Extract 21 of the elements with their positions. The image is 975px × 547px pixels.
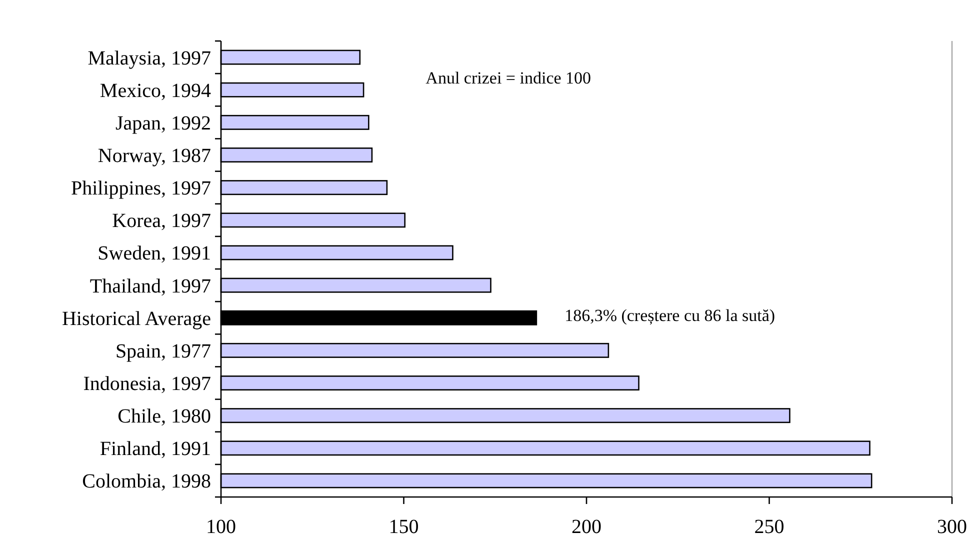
y-tick-label: Chile, 1980: [118, 406, 211, 428]
y-tick-label: Mexico, 1994: [100, 80, 211, 102]
y-tick-label: Indonesia, 1997: [83, 373, 211, 395]
x-tick-label: 150: [388, 516, 419, 538]
y-tick-label: Historical Average: [62, 308, 212, 330]
y-tick-label: Philippines, 1997: [70, 178, 211, 200]
y-tick-label: Thailand, 1997: [90, 275, 211, 298]
y-tick-label: Korea, 1997: [112, 210, 211, 232]
y-tick-label: Colombia, 1998: [82, 470, 211, 493]
x-tick-label: 300: [937, 516, 967, 538]
annotation: 186,3% (creștere cu 86 la sută): [564, 306, 776, 326]
y-tick-label: Spain, 1977: [115, 340, 211, 362]
y-tick-label: Norway, 1987: [98, 145, 211, 167]
y-tick-label: Sweden, 1991: [98, 242, 211, 265]
y-tick-label: Finland, 1991: [100, 438, 211, 460]
x-tick-label: 250: [754, 516, 784, 538]
x-tick-label: 200: [572, 516, 602, 538]
y-tick-label: Malaysia, 1997: [88, 47, 211, 70]
annotation: Anul crizei = indice 100: [426, 68, 592, 88]
x-tick-label: 100: [206, 516, 236, 538]
y-tick-label: Japan, 1992: [115, 112, 211, 134]
